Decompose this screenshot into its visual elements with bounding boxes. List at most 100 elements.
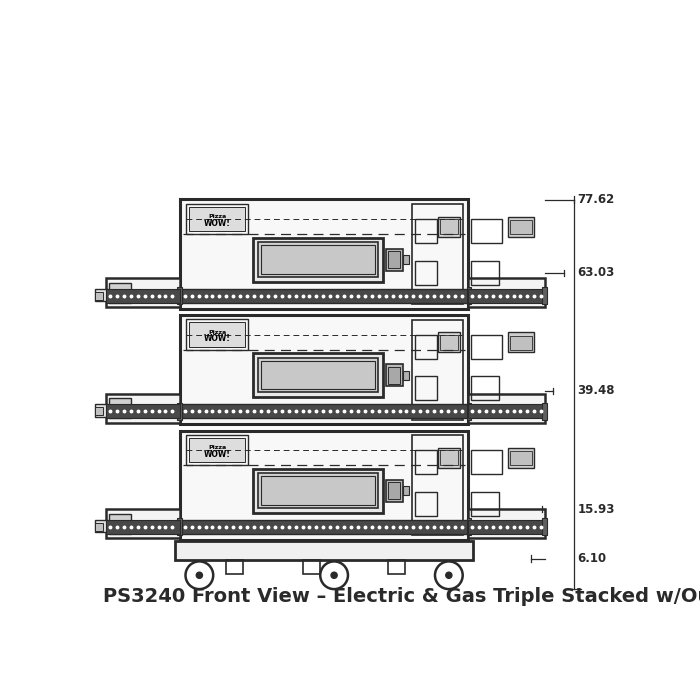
Bar	[466, 402, 471, 420]
Bar	[412, 204, 463, 304]
Bar	[471, 260, 499, 285]
Bar	[253, 469, 383, 512]
Bar	[471, 491, 499, 516]
Bar	[468, 520, 545, 533]
Bar	[258, 242, 378, 277]
Bar	[402, 371, 409, 379]
Bar	[386, 364, 402, 386]
Bar	[226, 560, 244, 574]
Bar	[388, 251, 400, 268]
Bar	[95, 407, 103, 415]
Circle shape	[446, 572, 452, 578]
Bar	[261, 361, 375, 389]
Bar	[106, 289, 180, 302]
Bar	[261, 477, 375, 505]
Bar	[180, 199, 468, 309]
Bar	[508, 448, 534, 468]
Bar	[95, 289, 108, 301]
Bar	[415, 376, 437, 400]
Bar	[471, 450, 502, 474]
Bar	[106, 278, 180, 307]
Text: WOW!: WOW!	[204, 218, 230, 228]
Bar	[471, 219, 502, 243]
Bar	[415, 450, 437, 474]
Bar	[468, 509, 545, 538]
Bar	[106, 393, 180, 423]
Bar	[468, 393, 545, 423]
Text: WOW!: WOW!	[204, 334, 230, 343]
Bar	[388, 367, 400, 384]
Bar	[510, 452, 532, 466]
Bar	[402, 486, 409, 495]
Bar	[189, 323, 245, 347]
Bar	[180, 315, 468, 424]
Bar	[468, 278, 545, 307]
Text: Pizza: Pizza	[208, 445, 226, 450]
Bar	[189, 438, 245, 463]
Text: 77.62: 77.62	[578, 193, 615, 206]
Bar	[386, 248, 402, 271]
Bar	[186, 204, 248, 234]
Bar	[412, 320, 463, 420]
Bar	[471, 335, 502, 358]
Bar	[95, 523, 103, 531]
Bar	[95, 405, 108, 416]
Bar	[177, 518, 182, 536]
Bar	[412, 435, 463, 536]
Bar	[180, 289, 468, 302]
Bar	[109, 398, 131, 418]
Bar	[106, 509, 180, 538]
Bar	[508, 332, 534, 352]
Text: 39.48: 39.48	[578, 384, 615, 398]
Bar	[438, 332, 461, 352]
Bar	[542, 402, 547, 420]
Bar	[177, 402, 182, 420]
Bar	[510, 336, 532, 350]
Bar	[180, 405, 468, 418]
Bar	[468, 289, 545, 302]
Bar	[402, 256, 409, 264]
Text: Pizza: Pizza	[208, 330, 226, 335]
Bar	[253, 354, 383, 397]
Bar	[258, 473, 378, 508]
Bar	[388, 560, 405, 574]
Bar	[440, 335, 458, 350]
Bar	[468, 405, 545, 418]
Bar	[180, 430, 468, 540]
Bar	[466, 287, 471, 304]
Bar	[261, 246, 375, 274]
Bar	[466, 518, 471, 536]
Text: WOW!: WOW!	[204, 449, 230, 459]
Bar	[109, 283, 131, 302]
Bar	[386, 480, 402, 502]
Bar	[438, 448, 461, 468]
Bar	[95, 292, 103, 300]
Text: 15.93: 15.93	[578, 503, 615, 516]
Bar	[508, 217, 534, 237]
Bar	[111, 522, 125, 532]
Bar	[111, 290, 125, 301]
Bar	[258, 358, 378, 393]
Text: 63.03: 63.03	[578, 266, 615, 279]
Text: Pizza: Pizza	[208, 214, 226, 219]
Text: PS3240 Front View – Electric & Gas Triple Stacked w/Outriggers: PS3240 Front View – Electric & Gas Tripl…	[103, 587, 700, 606]
Bar	[542, 518, 547, 536]
Bar	[253, 238, 383, 281]
Bar	[388, 482, 400, 499]
Text: 6.10: 6.10	[578, 552, 607, 565]
Bar	[106, 405, 180, 418]
Bar	[415, 219, 437, 243]
Circle shape	[331, 572, 337, 578]
Bar	[189, 207, 245, 232]
Bar	[186, 319, 248, 350]
Bar	[440, 219, 458, 234]
Bar	[303, 560, 321, 574]
Bar	[438, 217, 461, 237]
Bar	[415, 491, 437, 516]
Bar	[440, 450, 458, 466]
Bar	[510, 220, 532, 234]
Bar	[471, 376, 499, 400]
Circle shape	[196, 572, 202, 578]
Bar	[109, 514, 131, 533]
Bar	[180, 520, 468, 533]
